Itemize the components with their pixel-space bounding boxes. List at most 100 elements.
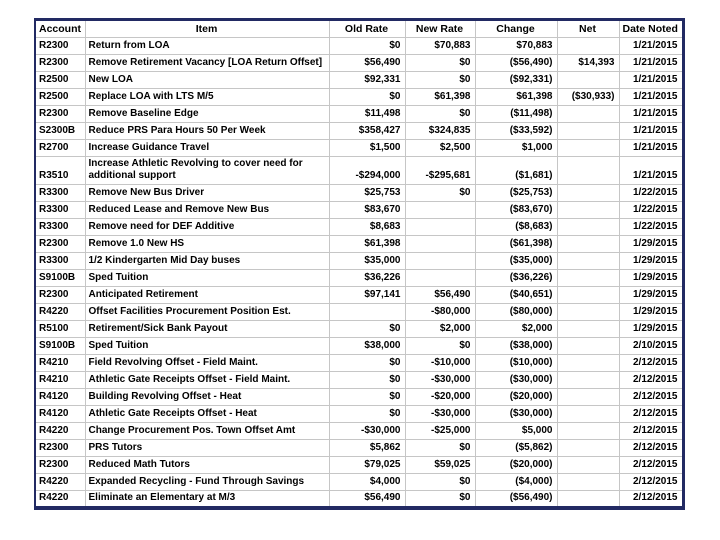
cell-date_noted: 1/21/2015 (618, 139, 684, 157)
cell-item: Change Procurement Pos. Town Offset Amt (84, 422, 330, 440)
cell-item: Sped Tuition (84, 269, 330, 287)
cell-date_noted: 1/21/2015 (618, 71, 684, 89)
cell-account: S9100B (34, 337, 86, 355)
cell-net (556, 439, 620, 457)
column-header-item: Item (84, 19, 330, 38)
cell-old_rate: $25,753 (328, 184, 406, 202)
cell-new_rate: -$30,000 (404, 405, 476, 423)
cell-new_rate (404, 252, 476, 270)
cell-date_noted: 2/12/2015 (618, 439, 684, 457)
table-row: R4210 Field Revolving Offset - Field Main… (34, 354, 684, 372)
cell-change: ($10,000) (474, 354, 558, 372)
cell-change: ($30,000) (474, 371, 558, 389)
header-row: Account Item Old Rate New Rate Change Net Date… (34, 19, 684, 38)
cell-account: R2300 (34, 54, 86, 72)
cell-date_noted: 2/12/2015 (618, 456, 684, 474)
table-row: R2300 Remove 1.0 New HS $61,398 ($61,398) 1/… (34, 235, 684, 253)
cell-item: Remove Retirement Vacancy [LOA Return Of… (84, 54, 330, 72)
cell-date_noted: 1/29/2015 (618, 269, 684, 287)
cell-net (556, 405, 620, 423)
cell-change: ($8,683) (474, 218, 558, 236)
cell-change: ($83,670) (474, 201, 558, 219)
cell-account: R4220 (34, 422, 86, 440)
cell-account: S2300B (34, 122, 86, 140)
cell-old_rate: $1,500 (328, 139, 406, 157)
cell-new_rate: -$80,000 (404, 303, 476, 321)
table-row: S9100B Sped Tuition $38,000 $0 ($38,000) 2/10… (34, 337, 684, 355)
column-header-old_rate: Old Rate (328, 19, 406, 38)
cell-new_rate: $0 (404, 54, 476, 72)
cell-net (556, 201, 620, 219)
cell-change: ($1,681) (474, 156, 558, 185)
cell-date_noted: 2/10/2015 (618, 337, 684, 355)
cell-change: ($61,398) (474, 235, 558, 253)
cell-account: R5100 (34, 320, 86, 338)
table-row: R3300 Remove need for DEF Additive $8,683 (… (34, 218, 684, 236)
table-row: R5100 Retirement/Sick Bank Payout $0 $2,000… (34, 320, 684, 338)
cell-item: Increase Guidance Travel (84, 139, 330, 157)
cell-date_noted: 1/29/2015 (618, 320, 684, 338)
cell-change: ($36,226) (474, 269, 558, 287)
cell-old_rate: -$30,000 (328, 422, 406, 440)
cell-date_noted: 1/21/2015 (618, 88, 684, 106)
cell-change: ($38,000) (474, 337, 558, 355)
cell-account: R2500 (34, 71, 86, 89)
cell-account: R2300 (34, 439, 86, 457)
cell-new_rate (404, 269, 476, 287)
table-row: R2300 Anticipated Retirement $97,141 $56,49… (34, 286, 684, 304)
cell-old_rate: $83,670 (328, 201, 406, 219)
column-header-account: Account (34, 19, 86, 38)
cell-old_rate: $0 (328, 371, 406, 389)
cell-account: R4210 (34, 371, 86, 389)
table-row: R2300 Reduced Math Tutors $79,025 $59,025 ($… (34, 456, 684, 474)
cell-change: ($92,331) (474, 71, 558, 89)
cell-old_rate: $61,398 (328, 235, 406, 253)
cell-account: R2300 (34, 235, 86, 253)
table-row: R4220 Eliminate an Elementary at M/3 $56,4… (34, 490, 684, 509)
cell-new_rate: $0 (404, 490, 476, 509)
table-row: R4120 Building Revolving Offset - Heat $0-… (34, 388, 684, 406)
cell-net (556, 371, 620, 389)
table-row: R4220 Expanded Recycling - Fund Through S… (34, 473, 684, 491)
column-header-new_rate: New Rate (404, 19, 476, 38)
cell-net (556, 303, 620, 321)
cell-change: ($30,000) (474, 405, 558, 423)
cell-new_rate: $324,835 (404, 122, 476, 140)
cell-item: Building Revolving Offset - Heat (84, 388, 330, 406)
cell-item: Field Revolving Offset - Field Maint. (84, 354, 330, 372)
cell-net (556, 218, 620, 236)
cell-net (556, 105, 620, 123)
column-header-change: Change (474, 19, 558, 38)
cell-item: Remove Baseline Edge (84, 105, 330, 123)
table-row: R2300 Return from LOA $0 $70,883 $70,883 1/21… (34, 37, 684, 55)
cell-change: $2,000 (474, 320, 558, 338)
cell-account: R2300 (34, 456, 86, 474)
cell-date_noted: 2/12/2015 (618, 490, 684, 509)
cell-date_noted: 2/12/2015 (618, 405, 684, 423)
cell-date_noted: 1/29/2015 (618, 235, 684, 253)
budget-adjustments-table: Account Item Old Rate New Rate Change Net Date… (34, 18, 685, 510)
cell-item: Anticipated Retirement (84, 286, 330, 304)
cell-item: Reduce PRS Para Hours 50 Per Week (84, 122, 330, 140)
cell-change: ($25,753) (474, 184, 558, 202)
cell-account: R4120 (34, 388, 86, 406)
cell-change: ($11,498) (474, 105, 558, 123)
cell-account: R3300 (34, 252, 86, 270)
table-body: R2300 Return from LOA $0 $70,883 $70,883 1/21… (34, 37, 684, 509)
cell-net: $14,393 (556, 54, 620, 72)
table-row: R2300 Remove Baseline Edge $11,498 $0 ($11,4… (34, 105, 684, 123)
table-row: R3300 Remove New Bus Driver $25,753 $0 ($25,… (34, 184, 684, 202)
cell-item: Sped Tuition (84, 337, 330, 355)
cell-date_noted: 1/21/2015 (618, 54, 684, 72)
column-header-net: Net (556, 19, 620, 38)
table-row: R3300 1/2 Kindergarten Mid Day buses $35,0… (34, 252, 684, 270)
cell-item: Increase Athletic Revolving to cover nee… (84, 156, 330, 185)
cell-net (556, 122, 620, 140)
table-row: R3510 Increase Athletic Revolving to cove… (34, 156, 684, 185)
cell-account: R3300 (34, 184, 86, 202)
table-row: S2300B Reduce PRS Para Hours 50 Per Week $… (34, 122, 684, 140)
cell-date_noted: 1/29/2015 (618, 303, 684, 321)
cell-date_noted: 1/22/2015 (618, 218, 684, 236)
cell-date_noted: 1/21/2015 (618, 37, 684, 55)
